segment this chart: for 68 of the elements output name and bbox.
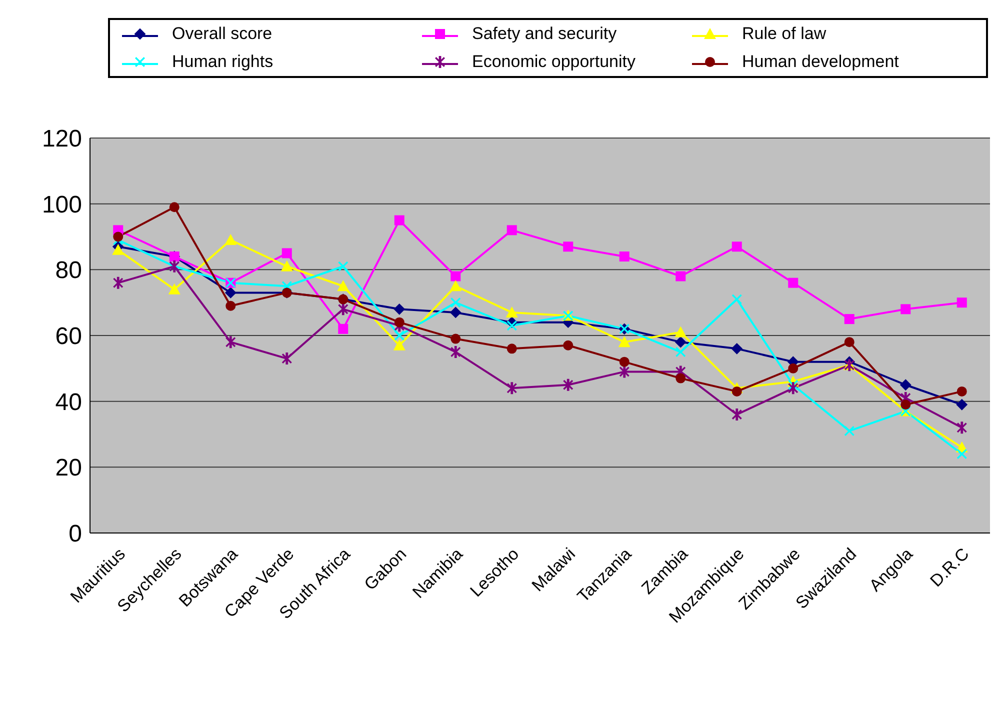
point	[394, 330, 404, 340]
point	[282, 352, 292, 365]
y-tick-label: 100	[42, 191, 82, 218]
point	[619, 356, 630, 367]
point	[956, 386, 967, 396]
legend-label: Human rights	[172, 52, 274, 72]
point	[280, 260, 293, 272]
point	[844, 426, 854, 436]
point	[224, 234, 237, 246]
point	[900, 379, 912, 390]
point	[676, 271, 686, 282]
point	[450, 280, 462, 292]
y-tick-label: 40	[55, 388, 82, 416]
y-tick-label: 80	[55, 257, 82, 284]
point	[676, 373, 686, 384]
legend-label: Economic opportunity	[472, 52, 636, 72]
point	[113, 232, 124, 242]
y-tick-label: 0	[68, 520, 82, 548]
point	[788, 278, 798, 288]
legend-label: Safety and security	[472, 24, 617, 44]
point	[394, 304, 405, 315]
point	[394, 317, 404, 328]
point	[450, 306, 462, 318]
point	[956, 399, 968, 410]
point	[732, 386, 742, 396]
point	[506, 306, 518, 318]
point	[844, 337, 854, 348]
point	[450, 334, 461, 344]
point	[450, 346, 461, 358]
point	[112, 244, 124, 255]
point	[674, 326, 687, 338]
point	[450, 271, 461, 282]
y-tick-label: 20	[55, 454, 82, 482]
point	[225, 287, 236, 298]
point	[563, 242, 574, 252]
point	[168, 283, 180, 294]
point	[563, 340, 574, 350]
legend-label: Rule of law	[742, 24, 826, 44]
legend-label: Human development	[742, 52, 899, 72]
point	[338, 261, 348, 272]
point	[337, 280, 350, 292]
point	[506, 320, 517, 331]
y-tick-label: 60	[55, 323, 82, 350]
point	[676, 346, 686, 357]
point	[956, 449, 967, 459]
point	[732, 408, 742, 420]
point	[282, 248, 292, 258]
point	[618, 336, 630, 348]
point	[675, 336, 686, 348]
point	[731, 343, 742, 354]
point	[788, 363, 798, 374]
point	[226, 300, 236, 311]
point	[394, 215, 404, 226]
point	[450, 298, 461, 308]
point	[169, 202, 180, 212]
point	[506, 344, 517, 354]
point	[338, 324, 348, 334]
point	[844, 314, 854, 324]
legend-label: Overall score	[172, 24, 272, 44]
point	[393, 339, 406, 350]
y-tick-label: 120	[42, 126, 82, 153]
point	[732, 294, 742, 304]
point	[619, 252, 630, 262]
point	[506, 225, 517, 236]
point	[900, 304, 911, 314]
point	[956, 298, 967, 308]
point	[732, 242, 742, 252]
point	[900, 400, 911, 410]
